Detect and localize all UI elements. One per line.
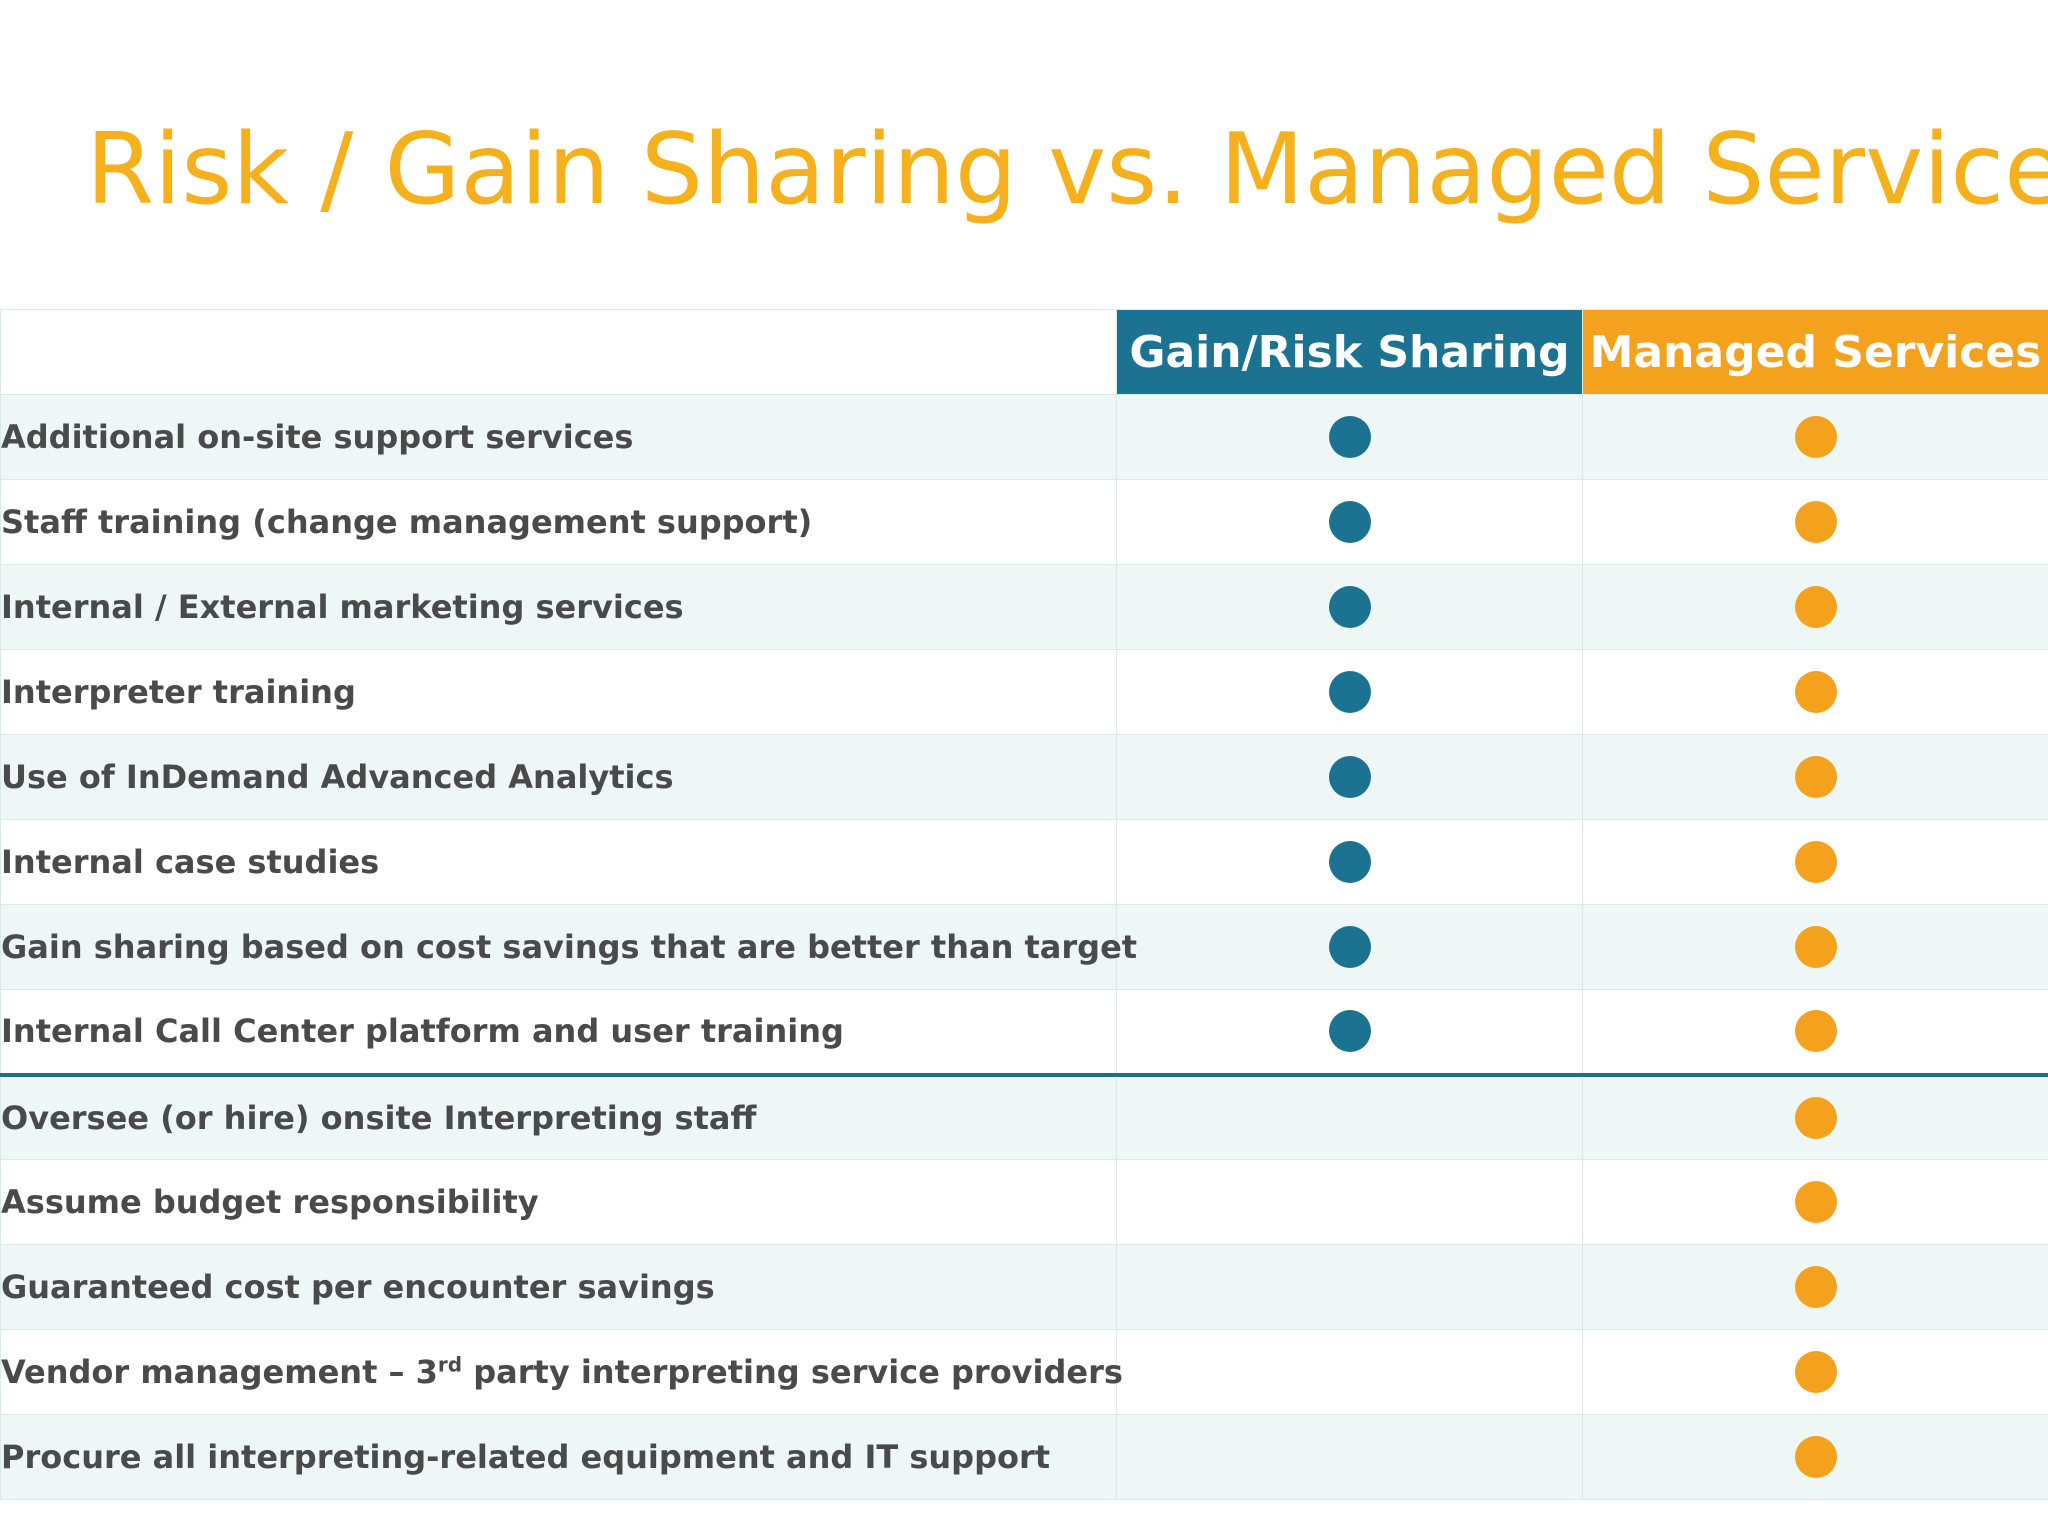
feature-label: Use of InDemand Advanced Analytics	[0, 734, 1117, 820]
check-dot-icon	[1794, 671, 1837, 713]
gain-cell	[1116, 819, 1583, 905]
check-dot-icon	[1794, 1436, 1837, 1478]
feature-label: Internal / External marketing services	[0, 564, 1117, 650]
managed-cell	[1582, 1074, 2048, 1160]
check-dot-icon	[1794, 1266, 1837, 1308]
managed-cell	[1582, 564, 2048, 650]
check-dot-icon	[1794, 756, 1837, 798]
table-row: Vendor management – 3rd party interpreti…	[0, 1329, 2048, 1415]
feature-label: Procure all interpreting-related equipme…	[0, 1414, 1117, 1500]
feature-label: Internal case studies	[0, 819, 1117, 905]
managed-cell	[1582, 1159, 2048, 1245]
managed-cell	[1582, 1414, 2048, 1500]
gain-cell	[1116, 479, 1583, 565]
managed-cell	[1582, 394, 2048, 480]
check-dot-icon	[1328, 586, 1371, 628]
gain-cell	[1116, 1074, 1583, 1160]
table-row: Use of InDemand Advanced Analytics	[0, 734, 2048, 820]
check-dot-icon	[1794, 501, 1837, 543]
feature-label: Gain sharing based on cost savings that …	[0, 904, 1137, 990]
gain-cell	[1116, 564, 1583, 650]
check-dot-icon	[1794, 841, 1837, 883]
table-row: Internal Call Center platform and user t…	[0, 989, 2048, 1077]
check-dot-icon	[1328, 1010, 1371, 1053]
gain-cell	[1116, 904, 1583, 990]
managed-cell	[1582, 819, 2048, 905]
check-dot-icon	[1328, 841, 1371, 883]
managed-cell	[1582, 649, 2048, 735]
feature-label: Additional on-site support services	[0, 394, 1117, 480]
table-row: Gain sharing based on cost savings that …	[0, 904, 2048, 990]
managed-cell	[1582, 734, 2048, 820]
gain-cell	[1116, 1244, 1583, 1330]
check-dot-icon	[1794, 416, 1837, 458]
feature-label: Guaranteed cost per encounter savings	[0, 1244, 1117, 1330]
feature-label-pre: Vendor management – 3	[1, 1353, 438, 1391]
header-gain-risk-sharing: Gain/Risk Sharing	[1116, 309, 1583, 395]
table-row: Guaranteed cost per encounter savings	[0, 1244, 2048, 1330]
managed-cell	[1582, 904, 2048, 990]
managed-cell	[1582, 1329, 2048, 1415]
check-dot-icon	[1794, 926, 1837, 968]
check-dot-icon	[1328, 671, 1371, 713]
gain-cell	[1116, 1329, 1583, 1415]
check-dot-icon	[1794, 586, 1837, 628]
gain-cell	[1116, 394, 1583, 480]
header-managed-services: Managed Services	[1582, 309, 2048, 395]
check-dot-icon	[1794, 1181, 1837, 1223]
check-dot-icon	[1794, 1351, 1837, 1393]
feature-label: Vendor management – 3rd party interpreti…	[0, 1329, 1123, 1415]
feature-label: Assume budget responsibility	[0, 1159, 1117, 1245]
feature-label: Oversee (or hire) onsite Interpreting st…	[0, 1074, 1117, 1160]
check-dot-icon	[1328, 926, 1371, 968]
header-feature-cell	[0, 309, 1117, 395]
feature-label: Staff training (change management suppor…	[0, 479, 1117, 565]
gain-cell	[1116, 989, 1583, 1077]
table-row: Interpreter training	[0, 649, 2048, 735]
check-dot-icon	[1794, 1010, 1837, 1053]
slide-title: Risk / Gain Sharing vs. Managed Services	[86, 113, 2048, 227]
table-row: Internal / External marketing services	[0, 564, 2048, 650]
feature-label: Internal Call Center platform and user t…	[0, 989, 1117, 1077]
feature-label: Interpreter training	[0, 649, 1117, 735]
gain-cell	[1116, 1414, 1583, 1500]
table-row: Internal case studies	[0, 819, 2048, 905]
table-row: Staff training (change management suppor…	[0, 479, 2048, 565]
table-row: Procure all interpreting-related equipme…	[0, 1414, 2048, 1500]
check-dot-icon	[1794, 1096, 1837, 1139]
header-row: Gain/Risk Sharing Managed Services	[0, 309, 2048, 395]
check-dot-icon	[1328, 756, 1371, 798]
feature-label-post: party interpreting service providers	[462, 1353, 1123, 1391]
managed-cell	[1582, 479, 2048, 565]
table-row: Assume budget responsibility	[0, 1159, 2048, 1245]
table-row: Additional on-site support services	[0, 394, 2048, 480]
check-dot-icon	[1328, 501, 1371, 543]
comparison-table: Gain/Risk Sharing Managed Services Addit…	[0, 309, 2048, 1500]
gain-cell	[1116, 1159, 1583, 1245]
feature-label-superscript: rd	[437, 1352, 463, 1377]
gain-cell	[1116, 734, 1583, 820]
managed-cell	[1582, 1244, 2048, 1330]
table-row: Oversee (or hire) onsite Interpreting st…	[0, 1074, 2048, 1160]
gain-cell	[1116, 649, 1583, 735]
managed-cell	[1582, 989, 2048, 1077]
check-dot-icon	[1328, 416, 1371, 458]
